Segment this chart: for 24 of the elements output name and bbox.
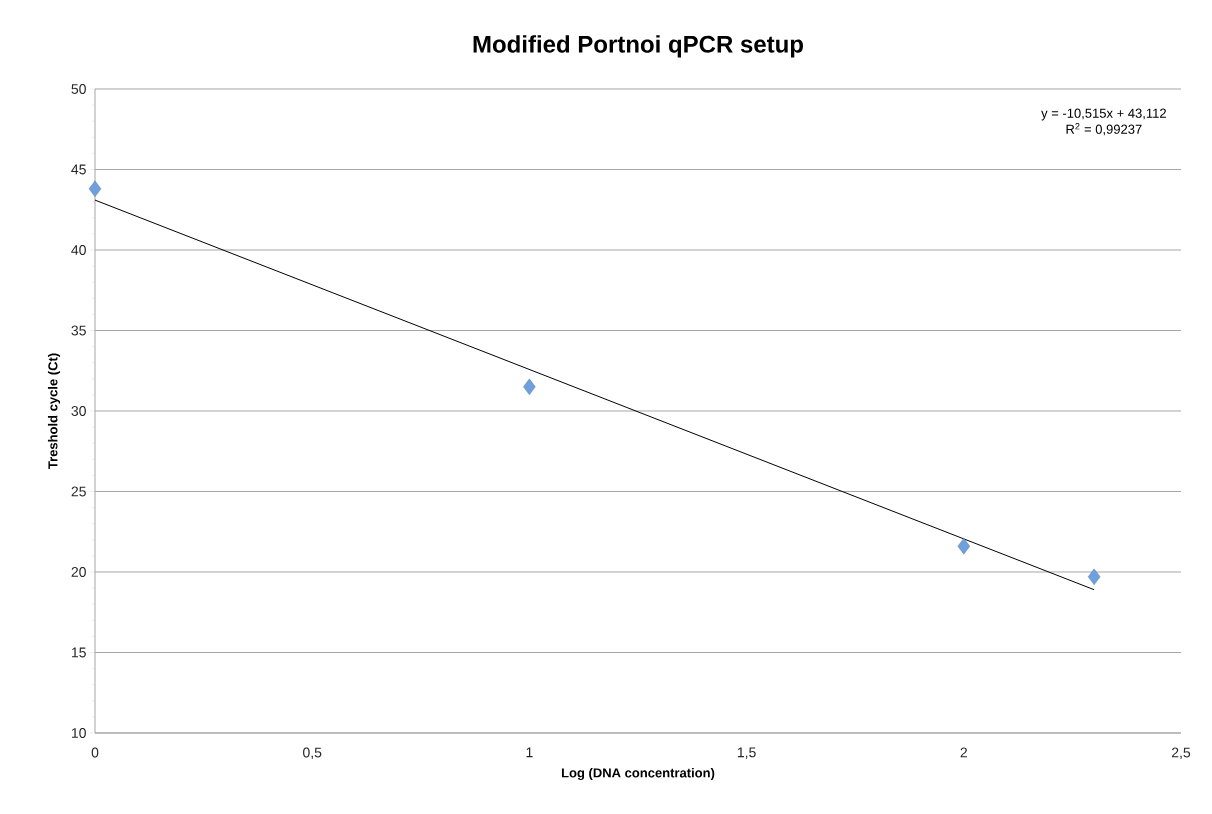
x-tick-label: 1: [526, 747, 533, 758]
annotation: y = -10,515x + 43,112: [1041, 108, 1166, 121]
y-tick-label: 50: [71, 84, 86, 94]
x-tick-label: 0: [91, 747, 99, 758]
annotation: R$^{2}$ = 0,99237: [1066, 123, 1142, 136]
point: [88, 180, 102, 198]
x-tick-label: 2,5: [1171, 747, 1191, 760]
y-tick-label: 10: [71, 728, 86, 738]
x-tick-label: 0,5: [303, 747, 322, 760]
y-axis-title: Treshold cycle (Ct): [47, 353, 61, 470]
point: [523, 378, 536, 396]
y-tick-label: 25: [71, 486, 86, 497]
y-tick-label: 30: [71, 406, 86, 416]
point: [957, 538, 970, 555]
y-tick-label: 40: [71, 245, 86, 255]
chart-title: Modified Portnoi qPCR setup: [473, 35, 803, 58]
y-tick-label: 35: [71, 325, 86, 336]
y-tick-label: 20: [71, 567, 86, 577]
y-tick-label: 45: [71, 164, 86, 175]
x-tick-label: 1,5: [737, 747, 756, 759]
point: [1087, 568, 1101, 586]
y-tick-label: 15: [71, 647, 86, 658]
x-axis-title: Log (DNA concentration): [561, 767, 715, 781]
x-tick-label: 2: [960, 747, 967, 758]
